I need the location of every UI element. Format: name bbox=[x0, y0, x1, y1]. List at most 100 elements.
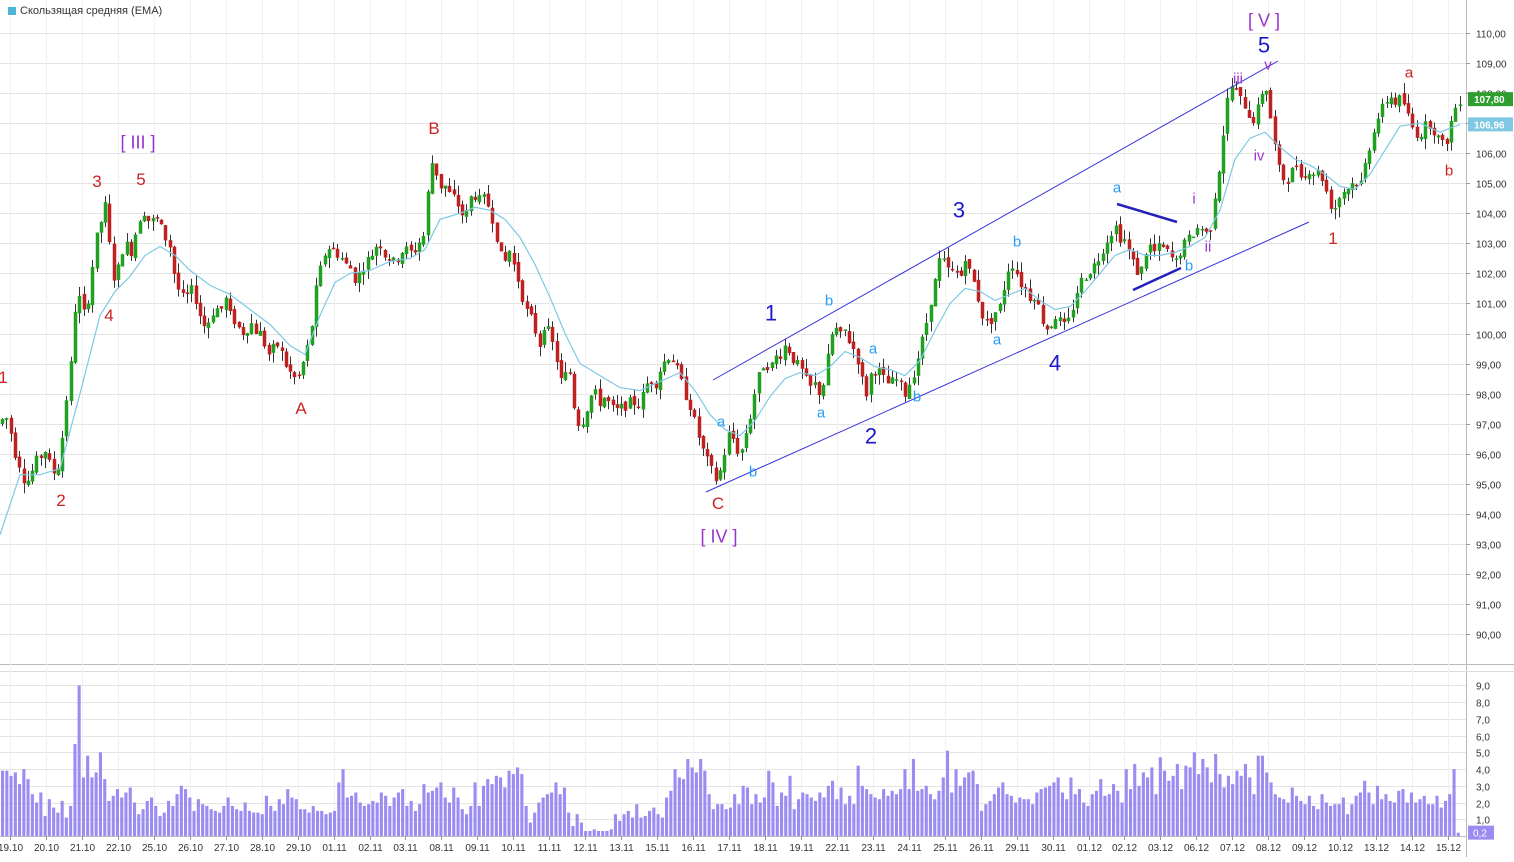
volume-bar bbox=[1022, 799, 1026, 836]
volume-bar bbox=[618, 820, 622, 836]
volume-bar bbox=[477, 805, 481, 836]
volume-tick-label: 7,0 bbox=[1476, 716, 1490, 727]
price-tick-label: 93,00 bbox=[1476, 541, 1501, 552]
candle-body bbox=[353, 267, 358, 283]
volume-bar bbox=[290, 797, 294, 836]
volume-bar bbox=[699, 759, 703, 836]
candle-body bbox=[77, 295, 82, 314]
volume-bar bbox=[281, 804, 285, 836]
candle-body bbox=[297, 374, 302, 377]
candle-body bbox=[219, 306, 224, 309]
wave-label: b bbox=[825, 292, 833, 309]
volume-bar bbox=[158, 815, 162, 836]
date-tick-label: 02.11 bbox=[358, 843, 383, 854]
candle-body bbox=[735, 438, 740, 454]
price-tick-label: 99,00 bbox=[1476, 361, 1501, 372]
candle-body bbox=[1221, 135, 1226, 174]
volume-bar bbox=[750, 804, 754, 836]
volume-bar bbox=[1043, 787, 1047, 836]
volume-bar bbox=[1146, 777, 1150, 836]
volume-bar bbox=[622, 814, 626, 836]
volume-bar bbox=[452, 787, 456, 836]
candle-body bbox=[933, 279, 938, 307]
volume-bar bbox=[575, 814, 579, 836]
candle-body bbox=[791, 352, 796, 364]
candle-body bbox=[1264, 90, 1269, 95]
candle-body bbox=[52, 458, 57, 474]
volume-bar bbox=[473, 782, 477, 836]
candle-body bbox=[1423, 121, 1428, 140]
candle-body bbox=[1118, 224, 1123, 243]
volume-bar bbox=[579, 822, 583, 836]
price-tick-label: 95,00 bbox=[1476, 481, 1501, 492]
candle-body bbox=[1006, 271, 1011, 290]
trendline-triangle-upper bbox=[1116, 202, 1178, 224]
volume-bar bbox=[1124, 769, 1128, 836]
date-tick-label: 21.10 bbox=[70, 843, 95, 854]
volume-bar bbox=[648, 810, 652, 836]
candle-body bbox=[993, 312, 998, 322]
candle-body bbox=[520, 280, 525, 302]
volume-bar bbox=[1163, 770, 1167, 836]
volume-tick-label: 4,0 bbox=[1476, 766, 1490, 777]
volume-bar bbox=[98, 752, 102, 836]
volume-bar bbox=[350, 795, 354, 836]
volume-bar bbox=[1222, 787, 1226, 836]
volume-bar bbox=[1201, 759, 1205, 836]
price-tick-label: 101,00 bbox=[1476, 300, 1507, 311]
candle-body bbox=[550, 326, 555, 342]
candle-body bbox=[43, 452, 48, 459]
candle-body bbox=[611, 399, 616, 406]
volume-bar bbox=[954, 769, 958, 836]
volume-bar bbox=[26, 779, 30, 836]
volume-bar bbox=[826, 785, 830, 836]
candle-body bbox=[400, 252, 405, 264]
candle-body bbox=[370, 255, 375, 260]
candle-body bbox=[1299, 164, 1304, 178]
volume-bar bbox=[788, 775, 792, 836]
volume-bar bbox=[1099, 779, 1103, 836]
candle-body bbox=[189, 285, 194, 294]
candle-body bbox=[671, 360, 676, 363]
volume-last-badge bbox=[1468, 825, 1494, 840]
candle-body bbox=[538, 333, 543, 347]
candle-body bbox=[503, 252, 508, 261]
volume-bar bbox=[328, 812, 332, 836]
volume-bar bbox=[967, 772, 971, 836]
candle-body bbox=[525, 301, 530, 309]
candle-body bbox=[116, 264, 121, 280]
candle-body bbox=[1303, 176, 1308, 178]
volume-bar bbox=[1107, 794, 1111, 836]
candle-body bbox=[211, 315, 216, 323]
volume-bar bbox=[1409, 792, 1413, 836]
volume-bar bbox=[413, 810, 417, 836]
date-tick-label: 25.11 bbox=[933, 843, 958, 854]
candle-body bbox=[477, 195, 482, 203]
volume-bar bbox=[1256, 755, 1260, 836]
volume-bar bbox=[1252, 794, 1256, 836]
candle-body bbox=[1363, 163, 1368, 179]
candle-body bbox=[486, 193, 491, 207]
volume-bar bbox=[507, 770, 511, 836]
candle-body bbox=[1096, 261, 1101, 266]
wave-label: C bbox=[712, 494, 724, 513]
volume-bar bbox=[86, 755, 90, 836]
date-tick-label: 26.10 bbox=[178, 843, 203, 854]
candle-body bbox=[159, 219, 164, 225]
candle-body bbox=[1329, 189, 1334, 209]
candle-body bbox=[473, 196, 478, 200]
date-tick-label: 20.10 bbox=[34, 843, 59, 854]
price-tick-label: 102,00 bbox=[1476, 270, 1507, 281]
volume-bar bbox=[273, 810, 277, 836]
volume-bar bbox=[1116, 790, 1120, 836]
candle-body bbox=[1281, 164, 1286, 181]
candle-body bbox=[894, 379, 899, 381]
volume-bar bbox=[128, 787, 132, 836]
candle-body bbox=[99, 221, 104, 233]
volume-bar bbox=[205, 805, 209, 836]
volume-bar bbox=[1014, 802, 1018, 836]
date-tick-label: 10.12 bbox=[1328, 843, 1353, 854]
candle-body bbox=[271, 343, 276, 353]
wave-label: b bbox=[913, 388, 921, 405]
